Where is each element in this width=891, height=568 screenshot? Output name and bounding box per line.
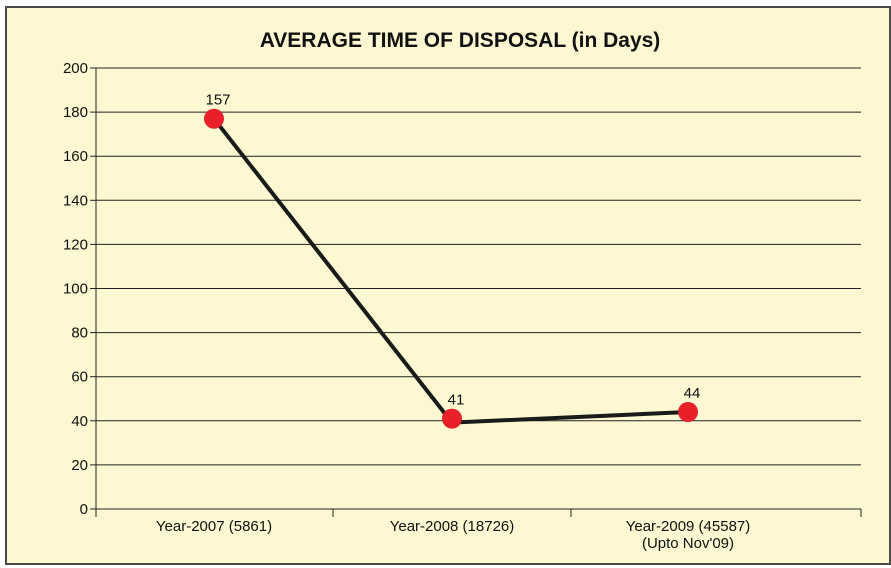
y-tick-label-80: 80 — [71, 325, 88, 342]
y-tick-label-0: 0 — [80, 501, 88, 518]
data-point-2 — [678, 401, 698, 422]
y-tick-label-60: 60 — [71, 369, 88, 386]
y-tick-label-120: 120 — [63, 236, 88, 253]
y-tick-label-20: 20 — [71, 457, 88, 474]
chart-title: AVERAGE TIME OF DISPOSAL (in Days) — [260, 29, 661, 52]
data-point-1 — [442, 408, 462, 429]
axes — [90, 67, 862, 517]
data-label-2: 44 — [684, 385, 701, 402]
y-tick-label-200: 200 — [63, 60, 88, 77]
x-category-label-0: Year-2007 (5861) — [156, 518, 272, 535]
y-tick-labels: 0 20 40 60 80 100 120 140 160 180 200 — [63, 60, 88, 518]
data-markers — [204, 108, 698, 429]
y-tick-label-100: 100 — [63, 281, 88, 298]
x-category-labels: Year-2007 (5861) Year-2008 (18726) Year-20… — [156, 518, 750, 552]
data-point-0 — [204, 108, 224, 129]
y-tick-label-40: 40 — [71, 413, 88, 430]
x-category-label-2: Year-2009 (45587) — [626, 518, 751, 535]
data-label-0: 157 — [205, 92, 230, 109]
chart-background — [5, 6, 891, 565]
gridlines — [96, 67, 861, 466]
y-tick-label-160: 160 — [63, 148, 88, 165]
y-tick-label-180: 180 — [63, 104, 88, 121]
y-tick-label-140: 140 — [63, 192, 88, 209]
x-category-label-1: Year-2008 (18726) — [390, 518, 515, 535]
x-category-label-2-line1: (Upto Nov'09) — [642, 535, 734, 552]
data-labels: 157 41 44 — [205, 92, 700, 409]
data-label-1: 41 — [448, 392, 465, 409]
